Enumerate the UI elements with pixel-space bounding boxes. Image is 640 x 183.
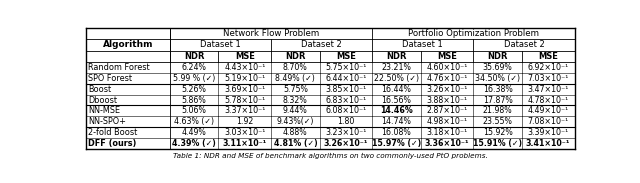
Text: 17.87%: 17.87% xyxy=(483,96,513,104)
Text: NDR: NDR xyxy=(184,52,204,61)
Text: 16.44%: 16.44% xyxy=(381,85,412,94)
Text: NDR: NDR xyxy=(487,52,508,61)
Text: 3.36×10⁻¹: 3.36×10⁻¹ xyxy=(425,139,469,148)
Text: 7.03×10⁻¹: 7.03×10⁻¹ xyxy=(527,74,569,83)
Text: NN-SPO+: NN-SPO+ xyxy=(88,117,126,126)
Text: 3.69×10⁻¹: 3.69×10⁻¹ xyxy=(224,85,266,94)
Text: 14.74%: 14.74% xyxy=(381,117,412,126)
Text: 4.49%: 4.49% xyxy=(182,128,207,137)
Text: MSE: MSE xyxy=(336,52,356,61)
Text: 4.81% (✓): 4.81% (✓) xyxy=(273,139,317,148)
Text: 3.23×10⁻¹: 3.23×10⁻¹ xyxy=(325,128,367,137)
Text: 6.92×10⁻¹: 6.92×10⁻¹ xyxy=(527,63,569,72)
Text: 5.75%: 5.75% xyxy=(283,85,308,94)
Text: Network Flow Problem: Network Flow Problem xyxy=(223,29,319,38)
Text: 22.50% (✓): 22.50% (✓) xyxy=(374,74,419,83)
Text: 3.18×10⁻¹: 3.18×10⁻¹ xyxy=(426,128,468,137)
Text: 1.92: 1.92 xyxy=(236,117,253,126)
Text: 5.78×10⁻¹: 5.78×10⁻¹ xyxy=(224,96,266,104)
Text: 6.08×10⁻¹: 6.08×10⁻¹ xyxy=(325,106,367,115)
Text: 15.97% (✓): 15.97% (✓) xyxy=(372,139,421,148)
Text: Dataset 2: Dataset 2 xyxy=(504,40,545,49)
Text: NDR: NDR xyxy=(285,52,305,61)
Text: 4.49×10⁻¹: 4.49×10⁻¹ xyxy=(527,106,569,115)
Text: 9.44%: 9.44% xyxy=(283,106,308,115)
Text: MSE: MSE xyxy=(235,52,255,61)
Text: 5.75×10⁻¹: 5.75×10⁻¹ xyxy=(325,63,367,72)
Text: 15.92%: 15.92% xyxy=(483,128,513,137)
Text: 3.39×10⁻¹: 3.39×10⁻¹ xyxy=(527,128,569,137)
Text: 9.43%(✓): 9.43%(✓) xyxy=(276,117,314,126)
Text: 6.24%: 6.24% xyxy=(182,63,207,72)
Text: 2.87×10⁻¹: 2.87×10⁻¹ xyxy=(426,106,468,115)
Text: 23.21%: 23.21% xyxy=(381,63,412,72)
Text: 16.08%: 16.08% xyxy=(381,128,412,137)
Text: 16.56%: 16.56% xyxy=(381,96,412,104)
Text: 8.49% (✓): 8.49% (✓) xyxy=(275,74,316,83)
Text: NN-MSE: NN-MSE xyxy=(88,106,120,115)
Text: SPO Forest: SPO Forest xyxy=(88,74,132,83)
Text: 5.26%: 5.26% xyxy=(182,85,207,94)
Text: 2-fold Boost: 2-fold Boost xyxy=(88,128,138,137)
Text: 23.55%: 23.55% xyxy=(483,117,513,126)
Text: 8.70%: 8.70% xyxy=(283,63,308,72)
Text: 3.26×10⁻¹: 3.26×10⁻¹ xyxy=(324,139,368,148)
Text: 15.91% (✓): 15.91% (✓) xyxy=(473,139,522,148)
Text: 4.43×10⁻¹: 4.43×10⁻¹ xyxy=(224,63,266,72)
Text: Table 1: NDR and MSE of benchmark algorithms on two commonly-used PtO problems.: Table 1: NDR and MSE of benchmark algori… xyxy=(173,153,488,159)
Text: 4.60×10⁻¹: 4.60×10⁻¹ xyxy=(426,63,468,72)
Text: 16.38%: 16.38% xyxy=(483,85,513,94)
Text: 4.76×10⁻¹: 4.76×10⁻¹ xyxy=(426,74,468,83)
Text: 1.80: 1.80 xyxy=(337,117,355,126)
Text: 4.39% (✓): 4.39% (✓) xyxy=(172,139,216,148)
Text: 3.85×10⁻¹: 3.85×10⁻¹ xyxy=(325,85,367,94)
Text: Random Forest: Random Forest xyxy=(88,63,150,72)
Text: NDR: NDR xyxy=(386,52,406,61)
Text: 3.26×10⁻¹: 3.26×10⁻¹ xyxy=(426,85,468,94)
Text: 3.88×10⁻¹: 3.88×10⁻¹ xyxy=(426,96,468,104)
Text: 21.98%: 21.98% xyxy=(483,106,513,115)
Text: 3.03×10⁻¹: 3.03×10⁻¹ xyxy=(224,128,266,137)
Text: 3.11×10⁻¹: 3.11×10⁻¹ xyxy=(223,139,267,148)
Text: 3.37×10⁻¹: 3.37×10⁻¹ xyxy=(224,106,266,115)
Text: Portfolio Optimization Problem: Portfolio Optimization Problem xyxy=(408,29,539,38)
Text: MSE: MSE xyxy=(538,52,558,61)
Text: 5.06%: 5.06% xyxy=(182,106,207,115)
Text: 8.32%: 8.32% xyxy=(283,96,308,104)
Text: 4.63% (✓): 4.63% (✓) xyxy=(174,117,214,126)
Text: 5.86%: 5.86% xyxy=(182,96,207,104)
Text: 4.98×10⁻¹: 4.98×10⁻¹ xyxy=(426,117,468,126)
Text: 3.41×10⁻¹: 3.41×10⁻¹ xyxy=(526,139,570,148)
Text: Algorithm: Algorithm xyxy=(103,40,153,49)
Text: 5.19×10⁻¹: 5.19×10⁻¹ xyxy=(224,74,266,83)
Text: Boost: Boost xyxy=(88,85,111,94)
Text: Dataset 1: Dataset 1 xyxy=(403,40,443,49)
Text: Dataset 2: Dataset 2 xyxy=(301,40,342,49)
Text: 4.78×10⁻¹: 4.78×10⁻¹ xyxy=(527,96,569,104)
Text: DFF (ours): DFF (ours) xyxy=(88,139,136,148)
Text: 5.99 % (✓): 5.99 % (✓) xyxy=(173,74,215,83)
Text: 3.47×10⁻¹: 3.47×10⁻¹ xyxy=(527,85,569,94)
Text: 6.83×10⁻¹: 6.83×10⁻¹ xyxy=(325,96,367,104)
Text: 7.08×10⁻¹: 7.08×10⁻¹ xyxy=(527,117,569,126)
Text: 35.69%: 35.69% xyxy=(483,63,513,72)
Text: MSE: MSE xyxy=(437,52,457,61)
Text: 14.46%: 14.46% xyxy=(380,106,413,115)
Text: 6.44×10⁻¹: 6.44×10⁻¹ xyxy=(325,74,367,83)
Text: Dataset 1: Dataset 1 xyxy=(200,40,241,49)
Text: 4.88%: 4.88% xyxy=(283,128,308,137)
Text: Dboost: Dboost xyxy=(88,96,117,104)
Text: 34.50% (✓): 34.50% (✓) xyxy=(475,74,520,83)
